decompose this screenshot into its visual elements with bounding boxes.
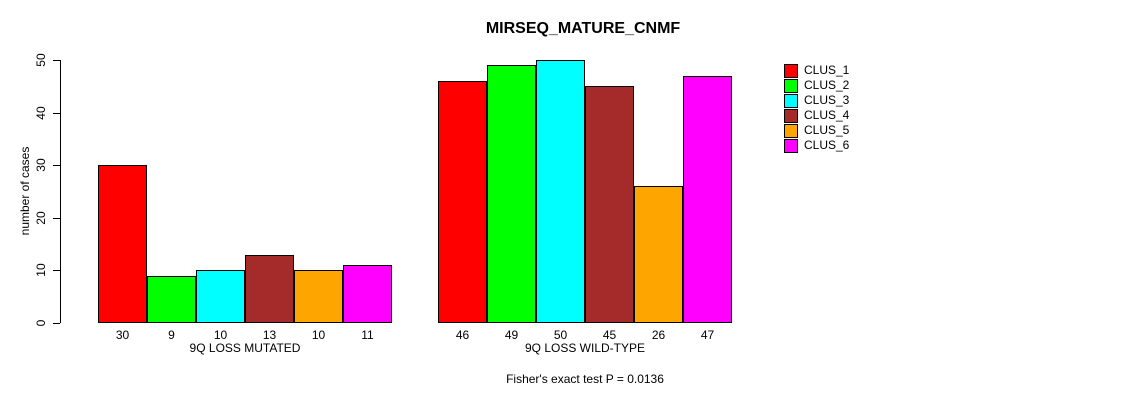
legend-item-clus_2: CLUS_2 — [784, 78, 850, 93]
bar-value-label: 46 — [455, 328, 470, 342]
bar-clus_2 — [147, 276, 196, 323]
bar-clus_4 — [245, 255, 294, 323]
bar-value-label: 47 — [700, 328, 715, 342]
y-axis-tick-label: 40 — [34, 106, 48, 120]
bar-value-label: 30 — [115, 328, 130, 342]
bar-value-label: 50 — [553, 328, 568, 342]
bar-value-label: 45 — [602, 328, 617, 342]
annotation-text: Fisher's exact test P = 0.0136 — [506, 372, 664, 386]
legend-item-clus_4: CLUS_4 — [784, 108, 850, 123]
bar-value-label: 10 — [213, 328, 228, 342]
y-axis-tick-label: 30 — [34, 158, 48, 172]
legend-item-clus_5: CLUS_5 — [784, 123, 850, 138]
y-axis-tick-label: 20 — [34, 211, 48, 225]
bar-value-label: 10 — [311, 328, 326, 342]
y-axis-tick — [53, 60, 60, 61]
bar-clus_5 — [634, 186, 683, 323]
legend-item-label: CLUS_2 — [804, 78, 850, 92]
bar-value-label: 13 — [262, 328, 277, 342]
legend: CLUS_1 CLUS_2 CLUS_3 CLUS_4 CLUS_5 CLUS_6 — [784, 63, 850, 154]
bar-value-label: 26 — [651, 328, 666, 342]
bar-clus_3 — [196, 270, 245, 323]
bar-clus_3 — [536, 60, 585, 323]
y-axis-tick-label: 0 — [34, 319, 48, 327]
bar-clus_6 — [343, 265, 392, 323]
legend-item-clus_6: CLUS_6 — [784, 138, 850, 153]
legend-color-swatch — [784, 63, 798, 78]
legend-item-label: CLUS_1 — [804, 63, 850, 77]
y-axis-label: number of cases — [18, 146, 32, 236]
chart-title: MIRSEQ_MATURE_CNMF — [485, 20, 681, 37]
legend-item-label: CLUS_6 — [804, 138, 850, 152]
legend-item-label: CLUS_3 — [804, 93, 850, 107]
bar-clus_1 — [438, 81, 487, 323]
legend-item-clus_1: CLUS_1 — [784, 63, 850, 78]
legend-item-label: CLUS_4 — [804, 108, 850, 122]
bar-clus_4 — [585, 86, 634, 323]
legend-color-swatch — [784, 138, 798, 153]
bar-value-label: 9 — [168, 328, 175, 342]
legend-item-label: CLUS_5 — [804, 123, 850, 137]
legend-color-swatch — [784, 108, 798, 123]
y-axis-tick — [53, 270, 60, 271]
y-axis-tick-label: 10 — [34, 263, 48, 277]
bar-clus_2 — [487, 65, 536, 323]
y-axis-tick — [53, 165, 60, 166]
legend-color-swatch — [784, 123, 798, 138]
legend-color-swatch — [784, 93, 798, 108]
x-axis-group-label: 9Q LOSS MUTATED — [189, 341, 301, 355]
bar-clus_6 — [683, 76, 732, 323]
x-axis-group-label: 9Q LOSS WILD-TYPE — [524, 341, 646, 355]
bar-clus_5 — [294, 270, 343, 323]
y-axis-tick — [53, 323, 60, 324]
bar-clus_1 — [98, 165, 147, 323]
bar-value-label: 11 — [361, 328, 374, 342]
y-axis-tick-label: 50 — [34, 53, 48, 67]
legend-color-swatch — [784, 78, 798, 93]
y-axis-line — [60, 60, 61, 323]
y-axis-tick — [53, 113, 60, 114]
bar-value-label: 49 — [504, 328, 519, 342]
y-axis-tick — [53, 218, 60, 219]
legend-item-clus_3: CLUS_3 — [784, 93, 850, 108]
